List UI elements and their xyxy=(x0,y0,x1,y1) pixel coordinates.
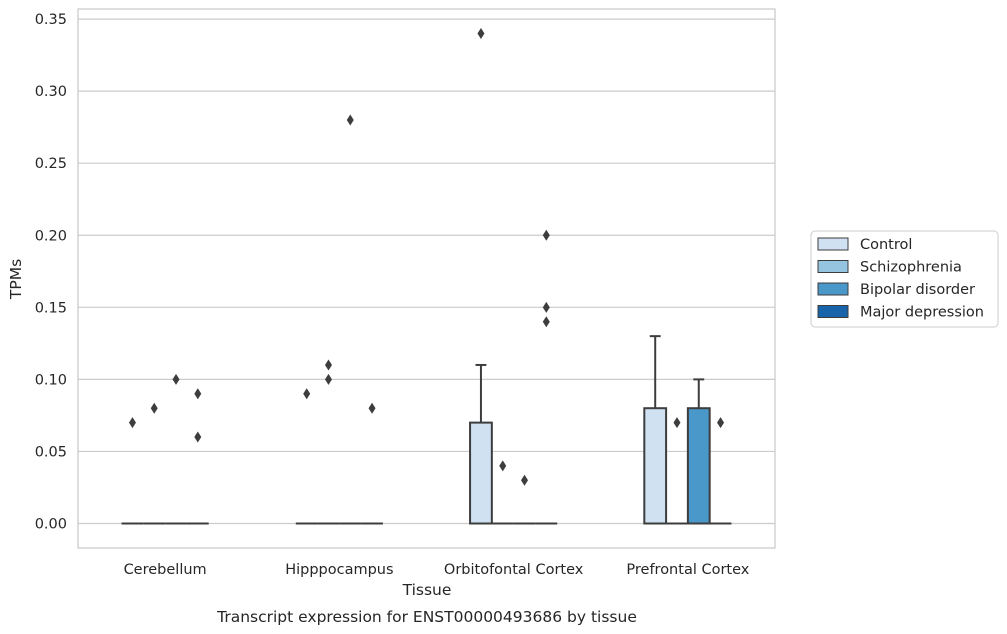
outlier-point xyxy=(521,474,529,486)
x-axis-label: Tissue xyxy=(402,581,452,599)
legend-label: Schizophrenia xyxy=(860,260,962,276)
legend-swatch xyxy=(817,260,849,273)
legend-swatch xyxy=(817,282,849,296)
y-tick-label: 0.00 xyxy=(35,517,67,533)
y-axis-ticks: 0.00 0.05 0.10 0.15 0.20 0.25 0.30 0.35 xyxy=(35,12,67,532)
y-axis-label: TPMs xyxy=(7,259,25,300)
series-major-depression xyxy=(186,229,732,525)
legend: Control Schizophrenia Bipolar disorder Majo… xyxy=(810,230,999,328)
legend-label: Control xyxy=(860,237,912,253)
x-tick-label: Prefrontal Cortex xyxy=(626,562,749,578)
box xyxy=(643,407,668,525)
outlier-point xyxy=(172,373,180,385)
series-bipolar-disorder xyxy=(165,114,711,525)
y-tick-label: 0.05 xyxy=(35,444,67,460)
outlier-point xyxy=(324,359,332,371)
outlier-point xyxy=(542,301,550,313)
outlier-point xyxy=(542,229,550,241)
outlier-point xyxy=(499,460,507,472)
box-series xyxy=(121,28,732,525)
gridlines xyxy=(78,18,775,525)
outlier-point xyxy=(477,28,485,39)
box xyxy=(469,421,493,525)
legend-label: Bipolar disorder xyxy=(860,282,975,298)
outlier-point xyxy=(128,417,136,429)
outlier-point xyxy=(194,388,202,400)
x-axis-ticks: Cerebellum Hipppocampus Orbitofontal Corte… xyxy=(124,562,750,578)
x-tick-label: Orbitofontal Cortex xyxy=(444,562,584,578)
legend-swatch xyxy=(817,305,849,318)
outlier-point xyxy=(150,402,158,414)
chart-caption: Transcript expression for ENST0000049368… xyxy=(216,608,637,626)
y-tick-label: 0.30 xyxy=(35,84,67,100)
outlier-point xyxy=(303,388,311,400)
x-tick-label: Hipppocampus xyxy=(285,562,393,578)
outlier-point xyxy=(346,114,354,126)
box xyxy=(686,407,711,525)
plot-area-frame xyxy=(77,8,776,549)
legend-label: Major depression xyxy=(860,305,984,321)
outlier-point xyxy=(324,373,332,385)
x-tick-label: Cerebellum xyxy=(124,562,207,578)
outlier-point xyxy=(673,417,681,429)
series-schizophrenia xyxy=(143,359,688,525)
y-tick-label: 0.20 xyxy=(35,228,67,244)
y-tick-label: 0.10 xyxy=(35,372,67,388)
y-tick-label: 0.35 xyxy=(35,12,67,28)
series-control xyxy=(121,28,668,525)
y-tick-label: 0.25 xyxy=(35,156,67,172)
outlier-point xyxy=(717,417,725,429)
legend-swatch xyxy=(817,237,849,251)
outlier-point xyxy=(194,431,202,443)
outlier-point xyxy=(542,316,550,328)
legend-frame xyxy=(810,230,999,328)
outlier-point xyxy=(368,402,376,414)
y-tick-label: 0.15 xyxy=(35,300,67,316)
